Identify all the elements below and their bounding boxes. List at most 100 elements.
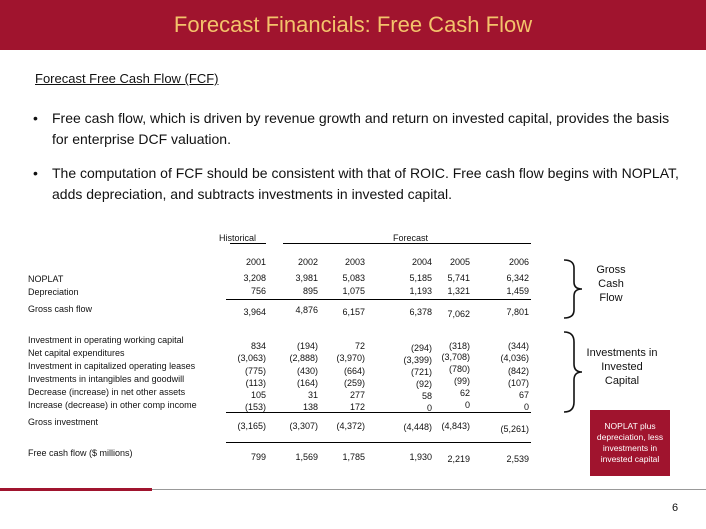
row-label-depreciation: Depreciation [28, 287, 79, 297]
table-cell: 4,876 [295, 305, 318, 315]
row-label-gross-cash-flow: Gross cash flow [28, 304, 93, 314]
table-cell: 6,378 [409, 307, 432, 317]
table-cell: (3,970) [336, 353, 365, 363]
year-header: 2005 [449, 257, 470, 267]
table-cell: (3,708) [441, 352, 470, 362]
table-cell: 5,185 [409, 273, 432, 283]
table-cell: (3,399) [403, 355, 432, 365]
table-cell: 834 [250, 341, 266, 351]
table-cell: 7,062 [447, 309, 470, 319]
table-cell: (3,307) [289, 421, 318, 431]
table-cell: 72 [354, 341, 365, 351]
row-label-working-capital: Investment in operating working capital [28, 335, 184, 345]
table-cell: 138 [302, 402, 318, 412]
bullet-text: Free cash flow, which is driven by reven… [52, 110, 670, 147]
table-cell: 1,075 [342, 286, 365, 296]
table-cell: (294) [410, 343, 432, 353]
section-subtitle: Forecast Free Cash Flow (FCF) [35, 71, 219, 86]
row-label-noplat: NOPLAT [28, 274, 64, 284]
footer-line [0, 489, 706, 490]
page-title: Forecast Financials: Free Cash Flow [173, 12, 533, 37]
table-cell: 5,083 [342, 273, 365, 283]
gross-cash-flow-side-label: Gross Cash Flow [596, 264, 626, 304]
table-cell: 31 [307, 390, 318, 400]
year-header: 2003 [344, 257, 365, 267]
table-cell: 1,459 [506, 286, 529, 296]
forecast-header: Forecast [393, 233, 429, 243]
table-cell: (430) [296, 366, 318, 376]
table-cell: 2,539 [506, 454, 529, 464]
table-cell: 62 [459, 388, 470, 398]
table-cell: (194) [296, 341, 318, 351]
table-cell: 3,964 [243, 307, 266, 317]
bullet-marker: • [33, 165, 38, 181]
bullet-item: • The computation of FCF should be consi… [33, 163, 688, 205]
table-cell: 277 [349, 390, 365, 400]
row-label-gross-investment: Gross investment [28, 417, 99, 427]
table-cell: 0 [523, 402, 529, 412]
table-cell: (775) [244, 366, 266, 376]
forecast-underline [283, 243, 531, 244]
table-cell: (99) [453, 376, 470, 386]
table-cell: 172 [349, 402, 365, 412]
table-cell: (153) [244, 402, 266, 412]
noplat-note-text: NOPLAT plus depreciation, less investmen… [596, 421, 664, 464]
table-cell: (842) [507, 366, 529, 376]
table-cell: (5,261) [500, 424, 529, 434]
table-cell: (107) [507, 378, 529, 388]
subtotal-line [226, 412, 531, 413]
table-cell: 0 [464, 400, 470, 410]
year-header: 2001 [245, 257, 266, 267]
page-number: 6 [672, 502, 679, 514]
table-cell: 6,342 [506, 273, 529, 283]
table-cell: 6,157 [342, 307, 365, 317]
table-cell: (2,888) [289, 353, 318, 363]
table-cell: 1,321 [447, 286, 470, 296]
historical-header: Historical [219, 233, 257, 243]
historical-underline [230, 243, 266, 244]
table-cell: (92) [415, 379, 432, 389]
table-cell: (344) [507, 341, 529, 351]
table-cell: (3,165) [237, 421, 266, 431]
year-header: 2002 [297, 257, 318, 267]
year-header: 2006 [508, 257, 529, 267]
table-cell: 0 [426, 403, 432, 413]
table-cell: (318) [448, 341, 470, 351]
footer-accent [0, 488, 152, 491]
table-cell: (4,372) [336, 421, 365, 431]
year-header: 2004 [411, 257, 432, 267]
subtotal-line [226, 299, 531, 300]
row-label-intangibles: Investments in intangibles and goodwill [28, 374, 185, 384]
noplat-note-box: NOPLAT plus depreciation, less investmen… [590, 410, 670, 476]
table-cell: 1,785 [342, 452, 365, 462]
row-label-other-assets: Decrease (increase) in net other assets [28, 387, 186, 397]
brace-icon [563, 331, 583, 413]
table-cell: (4,036) [500, 353, 529, 363]
table-cell: (3,063) [237, 353, 266, 363]
table-cell: (113) [245, 378, 266, 388]
total-line [226, 442, 531, 443]
table-cell: (164) [296, 378, 318, 388]
table-cell: 105 [250, 390, 266, 400]
table-cell: 2,219 [447, 454, 470, 464]
row-label-other-comp-income: Increase (decrease) in other comp income [28, 400, 197, 410]
row-label-capitalized-leases: Investment in capitalized operating leas… [28, 361, 196, 371]
table-cell: (4,843) [441, 421, 470, 431]
title-bar: Forecast Financials: Free Cash Flow [0, 0, 706, 50]
table-cell: 58 [421, 391, 432, 401]
table-cell: (259) [343, 378, 365, 388]
table-cell: (721) [410, 367, 432, 377]
investments-side-label: Investments in Invested Capital [586, 347, 658, 387]
table-cell: 756 [250, 286, 266, 296]
table-cell: (664) [343, 366, 365, 376]
table-cell: 3,208 [243, 273, 266, 283]
bullet-item: • Free cash flow, which is driven by rev… [33, 108, 688, 150]
table-cell: 799 [250, 452, 266, 462]
row-label-capex: Net capital expenditures [28, 348, 125, 358]
row-label-free-cash-flow: Free cash flow ($ millions) [28, 448, 133, 458]
table-cell: 1,193 [409, 286, 432, 296]
table-cell: 67 [518, 390, 529, 400]
table-cell: 5,741 [447, 273, 470, 283]
table-cell: 7,801 [506, 307, 529, 317]
bullet-marker: • [33, 110, 38, 126]
